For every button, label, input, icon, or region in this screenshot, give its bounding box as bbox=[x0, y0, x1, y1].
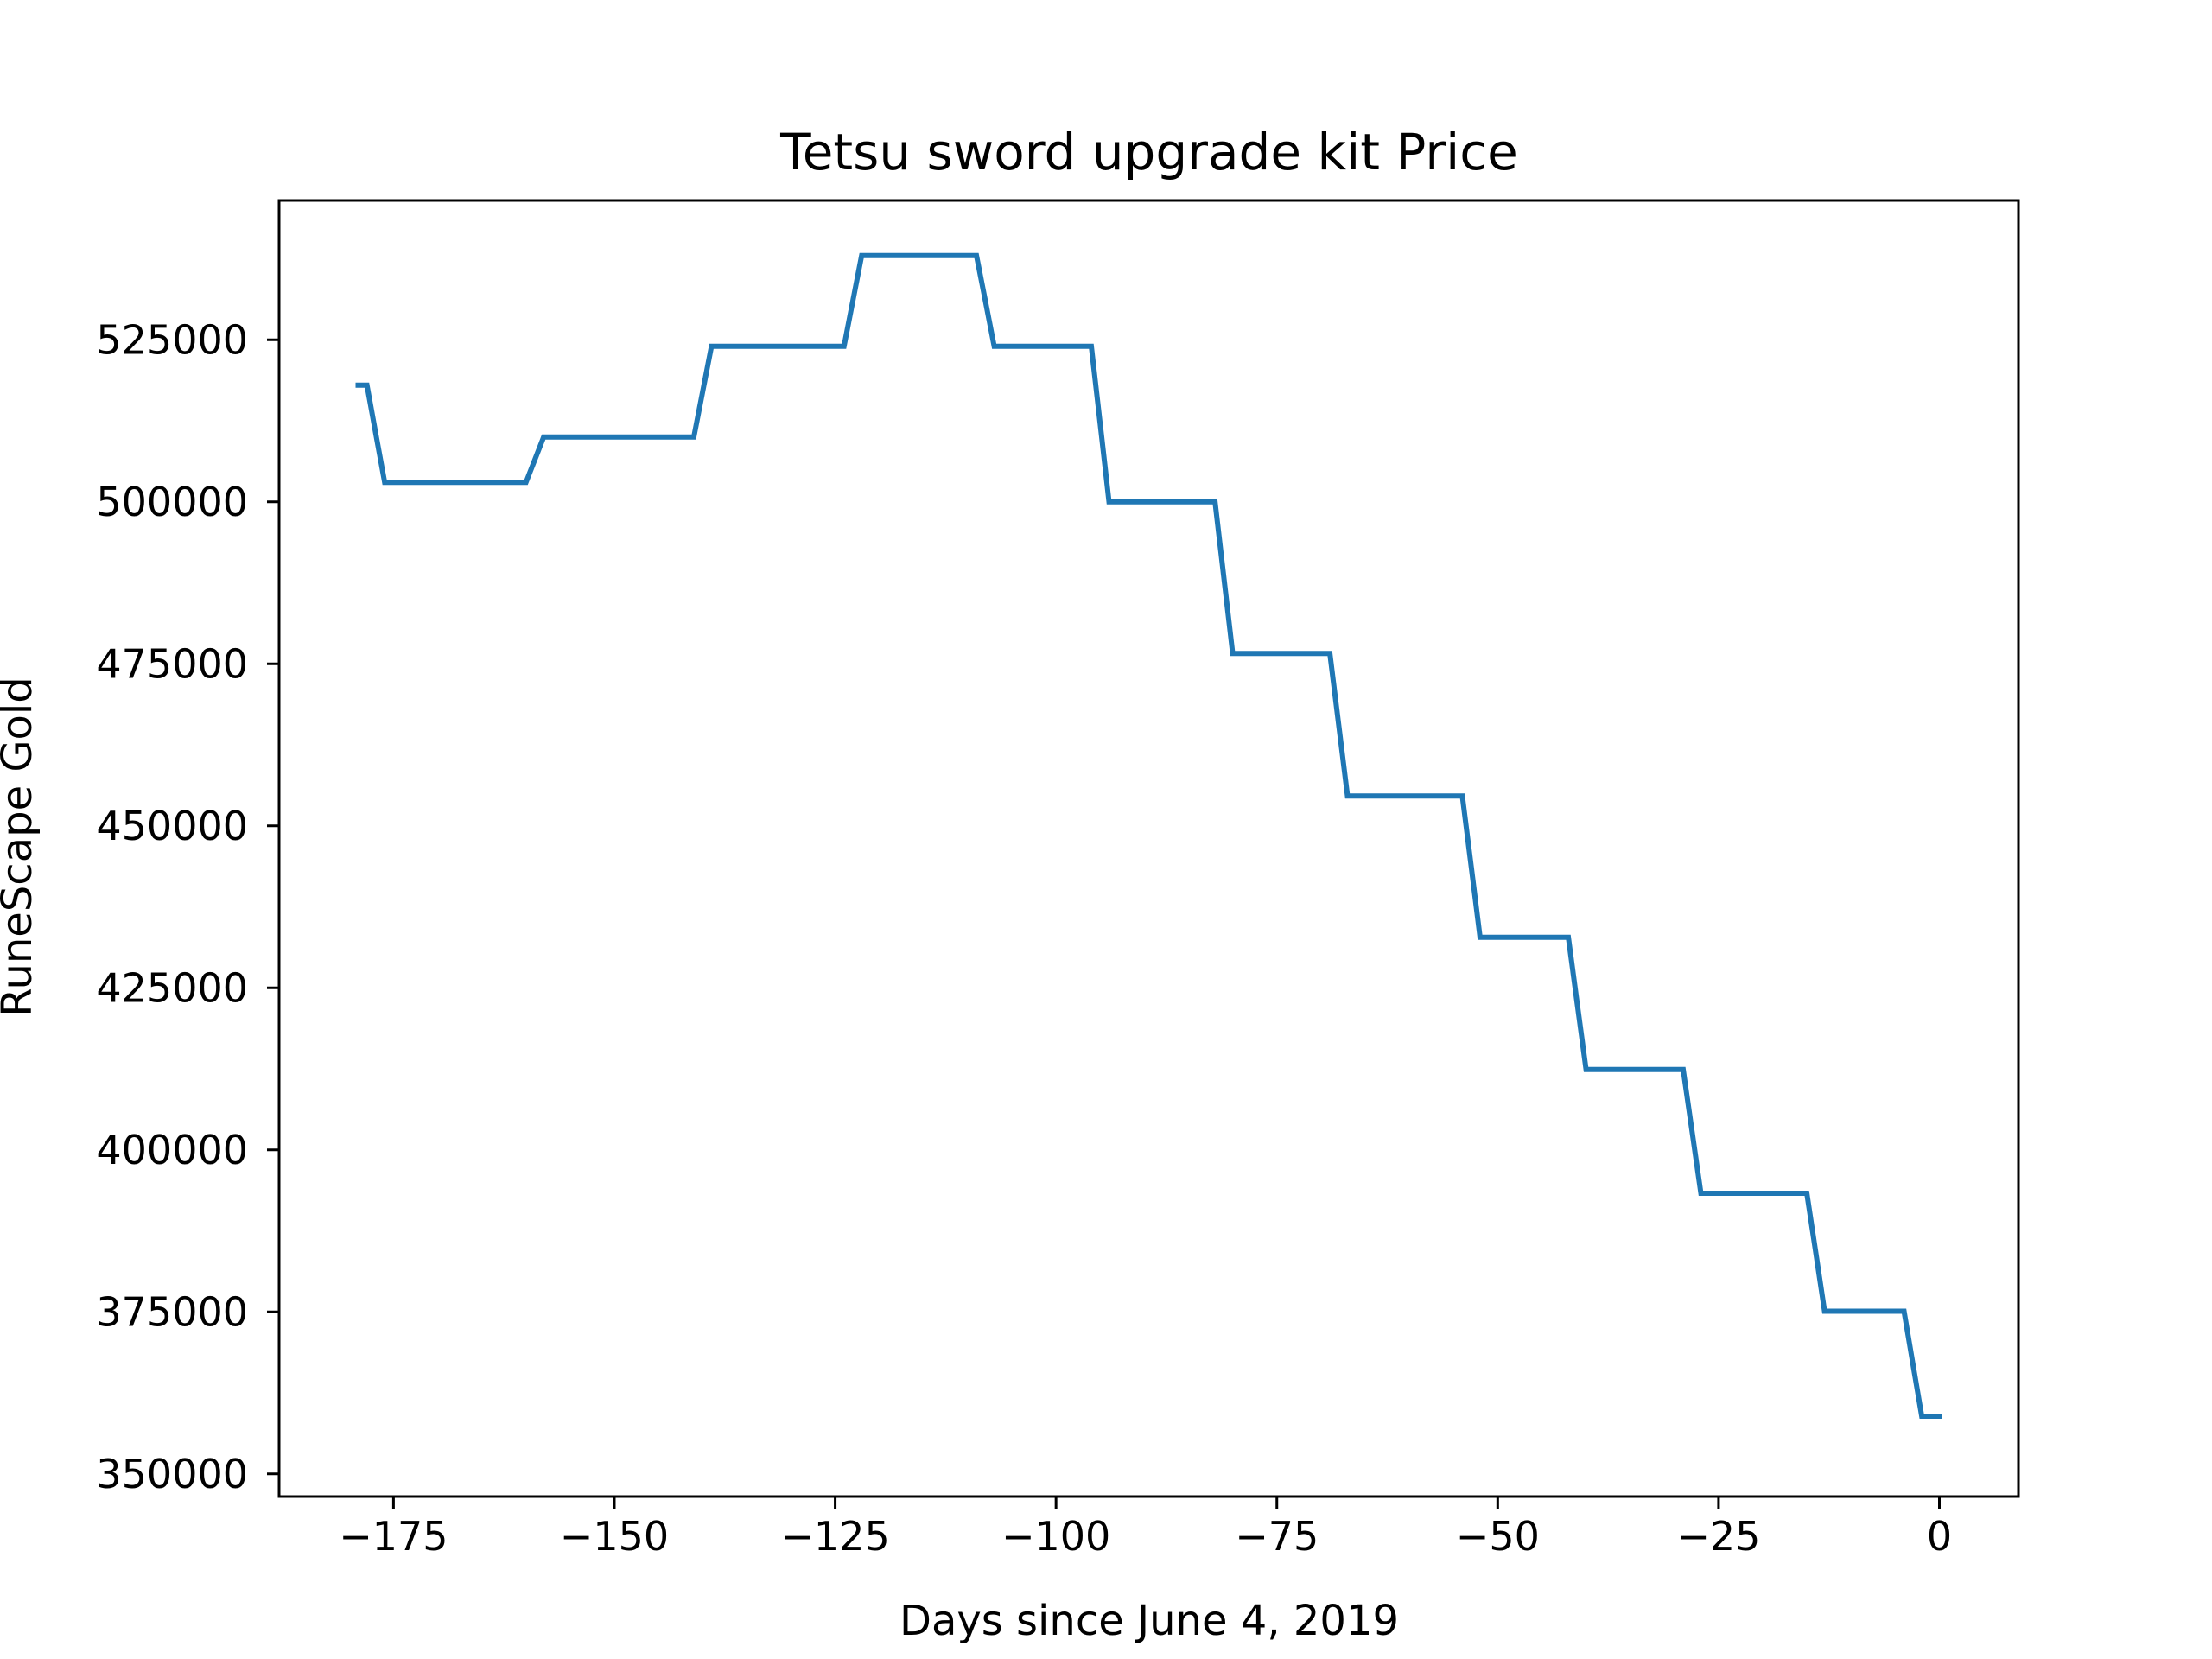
plot-area bbox=[277, 199, 2020, 1498]
x-tick-label: −150 bbox=[560, 1513, 669, 1560]
x-tick-label: −100 bbox=[1001, 1513, 1110, 1560]
y-tick-label: 375000 bbox=[96, 1288, 248, 1335]
y-axis-label: RuneScape Gold bbox=[0, 677, 41, 1016]
chart-title: Tetsu sword upgrade kit Price bbox=[779, 123, 1518, 181]
y-axis: 350000 375000 400000 425000 450000 475000 5000… bbox=[96, 316, 279, 1497]
x-tick-label: −25 bbox=[1676, 1513, 1760, 1560]
y-tick-label: 450000 bbox=[96, 803, 248, 849]
y-tick-label: 525000 bbox=[96, 316, 248, 363]
x-tick-label: −125 bbox=[780, 1513, 889, 1560]
y-tick-label: 475000 bbox=[96, 640, 248, 687]
x-tick-label: −50 bbox=[1456, 1513, 1540, 1560]
y-tick-label: 400000 bbox=[96, 1127, 248, 1173]
y-tick-label: 500000 bbox=[96, 479, 248, 525]
x-tick-label: 0 bbox=[1927, 1513, 1952, 1560]
series-line-0 bbox=[355, 252, 1942, 1419]
x-tick-label: −75 bbox=[1235, 1513, 1319, 1560]
x-axis: −175 −150 −125 −100 −75 −50 −25 0 bbox=[339, 1497, 1952, 1560]
x-axis-label: Days since June 4, 2019 bbox=[899, 1597, 1399, 1645]
x-tick-label: −175 bbox=[339, 1513, 448, 1560]
plot-frame bbox=[277, 199, 2020, 1498]
y-tick-label: 425000 bbox=[96, 964, 248, 1011]
y-tick-label: 350000 bbox=[96, 1451, 248, 1497]
